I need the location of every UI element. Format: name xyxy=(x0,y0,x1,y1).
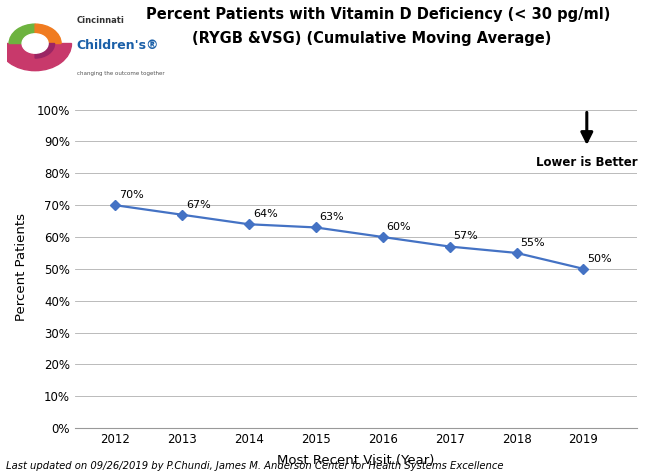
Wedge shape xyxy=(35,24,61,44)
Text: (RYGB &VSG) (Cumulative Moving Average): (RYGB &VSG) (Cumulative Moving Average) xyxy=(192,31,551,46)
Text: Cincinnati: Cincinnati xyxy=(77,17,125,26)
Text: 55%: 55% xyxy=(521,238,545,248)
Wedge shape xyxy=(35,44,55,58)
Text: 57%: 57% xyxy=(454,231,478,241)
Wedge shape xyxy=(0,44,72,70)
Y-axis label: Percent Patients: Percent Patients xyxy=(15,213,28,321)
Wedge shape xyxy=(9,24,35,44)
X-axis label: Most Recent Visit (Year): Most Recent Visit (Year) xyxy=(277,454,435,467)
Text: Last updated on 09/26/2019 by P.Chundi, James M. Anderson Center for Health Syst: Last updated on 09/26/2019 by P.Chundi, … xyxy=(6,461,504,471)
Text: 70%: 70% xyxy=(119,190,144,200)
Text: 63%: 63% xyxy=(320,212,345,222)
Text: Lower is Better: Lower is Better xyxy=(536,156,638,169)
Text: Children's®: Children's® xyxy=(77,39,159,52)
Circle shape xyxy=(22,34,48,53)
Text: 50%: 50% xyxy=(588,254,612,264)
Text: 67%: 67% xyxy=(186,200,211,210)
Text: Percent Patients with Vitamin D Deficiency (< 30 pg/ml): Percent Patients with Vitamin D Deficien… xyxy=(146,7,610,22)
Text: 64%: 64% xyxy=(253,209,278,219)
Text: changing the outcome together: changing the outcome together xyxy=(77,70,164,76)
Text: 60%: 60% xyxy=(387,222,411,232)
